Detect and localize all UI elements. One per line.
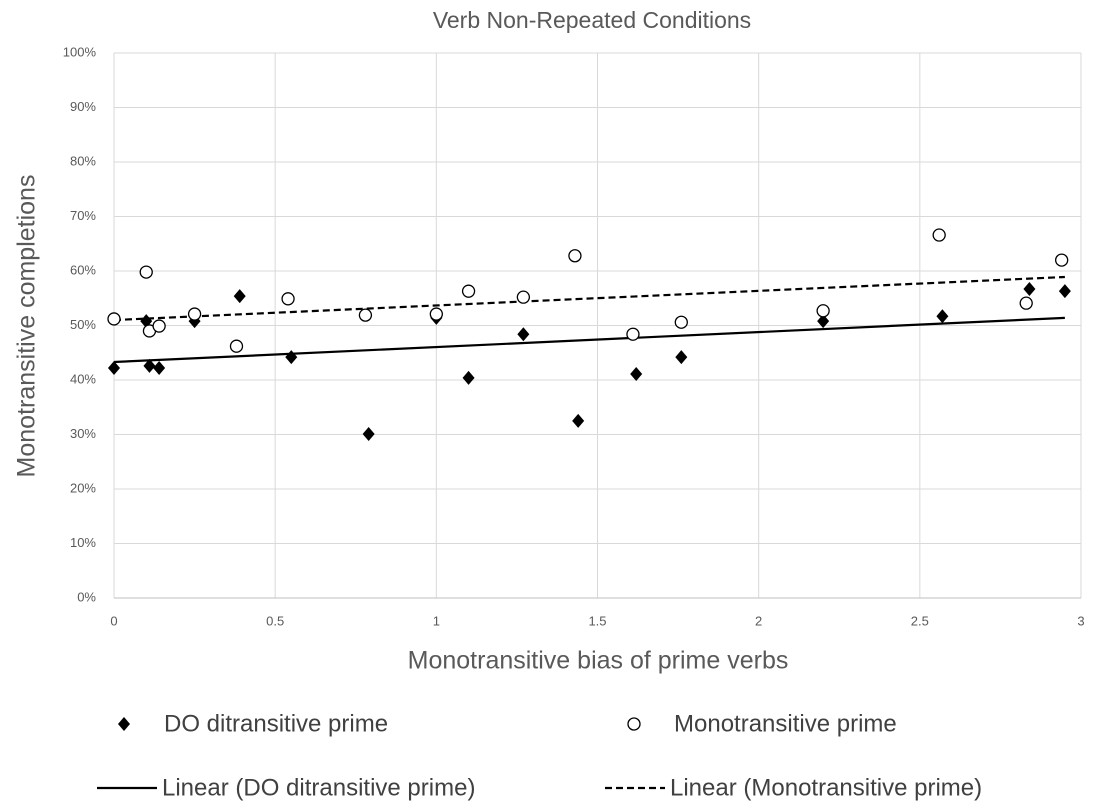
legend-label: Monotransitive prime bbox=[674, 710, 897, 737]
marker-circle bbox=[816, 304, 830, 318]
marker-circle bbox=[627, 717, 641, 731]
marker-diamond bbox=[817, 314, 830, 329]
legend-item: DO ditransitive prime bbox=[118, 710, 388, 737]
marker-circle bbox=[568, 249, 582, 263]
y-tick-label: 70% bbox=[70, 208, 96, 223]
y-tick-label: 100% bbox=[63, 44, 97, 59]
trendline bbox=[113, 316, 1065, 364]
marker-circle bbox=[461, 284, 476, 298]
marker-diamond bbox=[233, 289, 246, 304]
marker-circle bbox=[516, 290, 531, 304]
marker-diamond bbox=[118, 717, 130, 731]
y-tick-label: 30% bbox=[70, 426, 96, 441]
marker-diamond bbox=[1058, 284, 1071, 299]
marker-diamond bbox=[143, 358, 156, 373]
marker-diamond bbox=[630, 367, 643, 382]
marker-diamond bbox=[285, 350, 298, 365]
marker-circle bbox=[429, 307, 443, 321]
legend-item: Monotransitive prime bbox=[627, 710, 897, 737]
y-tick-label: 50% bbox=[70, 317, 96, 332]
marker-diamond bbox=[572, 413, 585, 428]
y-tick-label: 10% bbox=[70, 535, 96, 550]
chart-title: Verb Non-Repeated Conditions bbox=[433, 7, 751, 33]
y-tick-label: 40% bbox=[70, 371, 96, 386]
marker-circle bbox=[626, 327, 640, 341]
trendline bbox=[113, 275, 1065, 322]
marker-diamond bbox=[1023, 281, 1036, 296]
y-axis-title: Monotransitive completions bbox=[13, 175, 41, 478]
x-tick-label: 0 bbox=[110, 613, 117, 628]
legend-label: Linear (Monotransitive prime) bbox=[670, 774, 982, 801]
x-tick-label: 1 bbox=[433, 613, 440, 628]
y-tick-label: 0% bbox=[77, 589, 96, 604]
y-tick-label: 20% bbox=[70, 480, 96, 495]
marker-circle bbox=[139, 265, 153, 279]
x-tick-label: 3 bbox=[1077, 613, 1084, 628]
marker-circle bbox=[358, 308, 373, 322]
legend-label: DO ditransitive prime bbox=[164, 710, 388, 737]
marker-diamond bbox=[462, 370, 475, 385]
marker-circle bbox=[1019, 296, 1033, 310]
y-tick-label: 90% bbox=[70, 99, 96, 114]
x-tick-label: 0.5 bbox=[266, 613, 284, 628]
x-axis-title: Monotransitive bias of prime verbs bbox=[408, 647, 789, 675]
x-tick-label: 2 bbox=[755, 613, 762, 628]
marker-circle bbox=[107, 312, 121, 326]
marker-circle bbox=[187, 307, 202, 321]
y-tick-label: 80% bbox=[70, 153, 96, 168]
legend-label: Linear (DO ditransitive prime) bbox=[162, 774, 475, 801]
marker-circle bbox=[152, 319, 166, 333]
marker-diamond bbox=[153, 361, 166, 376]
marker-diamond bbox=[936, 309, 949, 324]
marker-circle bbox=[281, 292, 295, 306]
x-tick-label: 1.5 bbox=[588, 613, 606, 628]
marker-circle bbox=[932, 228, 946, 242]
marker-diamond bbox=[362, 426, 375, 441]
marker-diamond bbox=[517, 327, 530, 342]
marker-circle bbox=[229, 339, 244, 353]
marker-diamond bbox=[675, 350, 688, 365]
y-tick-label: 60% bbox=[70, 262, 96, 277]
marker-diamond bbox=[108, 361, 120, 376]
x-tick-label: 2.5 bbox=[911, 613, 929, 628]
marker-circle bbox=[1055, 253, 1069, 267]
marker-circle bbox=[674, 315, 688, 329]
